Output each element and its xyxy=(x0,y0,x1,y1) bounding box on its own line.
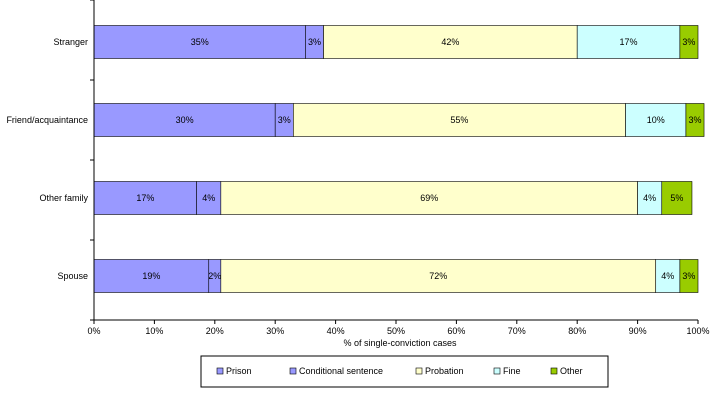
category-label-stranger: Stranger xyxy=(53,37,88,47)
x-tick-label: 40% xyxy=(327,326,345,336)
x-tick-label: 100% xyxy=(686,326,709,336)
data-label-spouse-conditional-sentence: 2% xyxy=(208,271,221,281)
data-label-other-family-conditional-sentence: 4% xyxy=(202,193,215,203)
x-tick-label: 70% xyxy=(508,326,526,336)
data-label-friend-acquaintance-other: 3% xyxy=(688,115,701,125)
legend-label-fine: Fine xyxy=(503,366,521,376)
data-label-stranger-other: 3% xyxy=(682,37,695,47)
bar-friend-acquaintance-probation xyxy=(293,103,626,137)
data-label-other-family-fine: 4% xyxy=(643,193,656,203)
x-tick-label: 0% xyxy=(87,326,100,336)
data-label-stranger-prison: 35% xyxy=(191,37,209,47)
bar-friend-acquaintance-fine xyxy=(625,103,687,137)
legend-swatch-conditional-sentence xyxy=(289,367,297,375)
bar-stranger-other xyxy=(679,25,699,59)
bar-other-family-probation xyxy=(220,181,638,215)
bar-spouse-other xyxy=(679,259,699,293)
y-axis-ticks xyxy=(90,0,94,321)
x-tick-label: 90% xyxy=(629,326,647,336)
legend-label-probation: Probation xyxy=(425,366,464,376)
data-label-spouse-prison: 19% xyxy=(142,271,160,281)
category-label-spouse: Spouse xyxy=(57,271,88,281)
data-label-stranger-fine: 17% xyxy=(620,37,638,47)
x-tick-label: 30% xyxy=(266,326,284,336)
legend-swatch-prison xyxy=(216,367,224,375)
legend: Prison Conditional sentence Probation Fine O… xyxy=(200,355,609,388)
legend-swatch-fine xyxy=(493,367,501,375)
legend-swatch-other xyxy=(550,367,558,375)
bar-stranger-fine xyxy=(576,25,681,59)
data-label-spouse-fine: 4% xyxy=(661,271,674,281)
data-label-friend-acquaintance-prison: 30% xyxy=(176,115,194,125)
data-label-spouse-other: 3% xyxy=(682,271,695,281)
x-tick-label: 60% xyxy=(447,326,465,336)
data-label-friend-acquaintance-probation: 55% xyxy=(450,115,468,125)
data-label-stranger-conditional-sentence: 3% xyxy=(308,37,321,47)
bar-other-family-fine xyxy=(637,181,663,215)
x-tick-label: 50% xyxy=(387,326,405,336)
bar-friend-acquaintance-other xyxy=(685,103,705,137)
category-label-other-family: Other family xyxy=(39,193,88,203)
bar-stranger-probation xyxy=(323,25,578,59)
bar-friend-acquaintance-prison xyxy=(93,103,276,137)
category-label-friend-acquaintance: Friend/acquaintance xyxy=(6,115,88,125)
bar-spouse-fine xyxy=(655,259,681,293)
bar-stranger-prison xyxy=(93,25,306,59)
x-axis-label: % of single-conviction cases xyxy=(343,338,457,348)
data-label-other-family-prison: 17% xyxy=(136,193,154,203)
data-label-friend-acquaintance-conditional-sentence: 3% xyxy=(278,115,291,125)
x-tick-label: 10% xyxy=(145,326,163,336)
data-label-other-family-other: 5% xyxy=(670,193,683,203)
data-label-spouse-probation: 72% xyxy=(429,271,447,281)
x-tick-label: 20% xyxy=(206,326,224,336)
legend-swatch-probation xyxy=(415,367,423,375)
bar-other-family-other xyxy=(661,181,693,215)
legend-label-prison: Prison xyxy=(226,366,252,376)
data-label-stranger-probation: 42% xyxy=(441,37,459,47)
bars-group: 35% 3% 42% 17% 3% 30% 3% 55% 10% 3% 17% 4% 69% 4% 5% 19… xyxy=(93,25,705,293)
bar-spouse-prison xyxy=(93,259,210,293)
data-label-friend-acquaintance-fine: 10% xyxy=(647,115,665,125)
x-tick-label: 80% xyxy=(568,326,586,336)
x-axis-ticks: 0% 10% 20% 30% 40% 50% 60% 70% 80% 90% 100% xyxy=(87,320,710,336)
category-labels: Stranger Friend/acquaintance Other family S… xyxy=(6,37,88,281)
legend-box xyxy=(200,355,609,388)
bar-spouse-probation xyxy=(220,259,657,293)
legend-label-conditional-sentence: Conditional sentence xyxy=(299,366,383,376)
bar-other-family-prison xyxy=(93,181,197,215)
legend-label-other: Other xyxy=(560,366,583,376)
data-label-other-family-probation: 69% xyxy=(420,193,438,203)
